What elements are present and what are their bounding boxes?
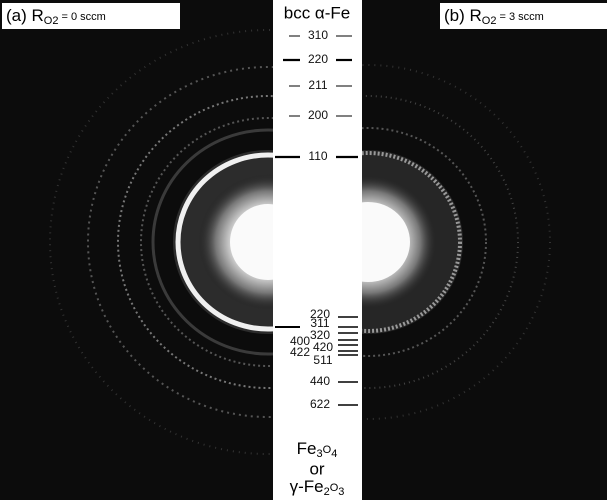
reflection-label: 310 — [308, 28, 328, 42]
formula: Fe3O4 — [297, 439, 338, 459]
label-box — [2, 3, 180, 29]
reflection-label: 220 — [310, 307, 330, 321]
reflection-label: 200 — [308, 108, 328, 122]
formula-text: γ-Fe — [290, 477, 324, 496]
alpha-fe-title: bcc α-Fe — [284, 3, 351, 22]
label-suffix: = 3 sccm — [496, 11, 543, 23]
formula-subscript: 2 — [324, 486, 330, 498]
label-suffix: = 0 sccm — [58, 11, 105, 23]
panel-label: (a) RO2 = 0 sccm — [6, 6, 106, 26]
reflection-label: 422 — [290, 345, 310, 359]
reflection-label: 511 — [313, 353, 332, 367]
label-text: (a) R — [6, 6, 44, 25]
reflection-label: 420 — [313, 340, 333, 354]
formula-subscript: 3 — [317, 448, 323, 460]
reflection-label: 320 — [310, 328, 330, 342]
formula: γ-Fe2O3 — [290, 477, 345, 497]
formula-subscript: 3 — [338, 486, 344, 498]
formula-text: O — [330, 482, 339, 494]
reflection-label: 220 — [308, 52, 328, 66]
reflection-label: 311 — [310, 316, 329, 330]
label-box — [440, 3, 607, 29]
label-subscript: O2 — [482, 15, 497, 27]
reflection-label: 440 — [310, 374, 330, 388]
pattern-b — [362, 64, 551, 420]
label-text: (b) R — [444, 6, 482, 25]
formula-text: Fe — [297, 439, 317, 458]
index-strip — [273, 0, 362, 500]
panel-label: (b) RO2 = 3 sccm — [444, 6, 544, 26]
formula-subscript: 4 — [331, 448, 337, 460]
formula-text: O — [323, 444, 332, 456]
reflection-label: 110 — [308, 149, 327, 163]
reflection-label: 211 — [308, 78, 327, 92]
label-subscript: O2 — [44, 15, 59, 27]
reflection-label: 622 — [310, 397, 330, 411]
pattern-a — [49, 29, 273, 455]
reflection-label: 400 — [290, 334, 310, 348]
formula-or: or — [309, 459, 324, 478]
